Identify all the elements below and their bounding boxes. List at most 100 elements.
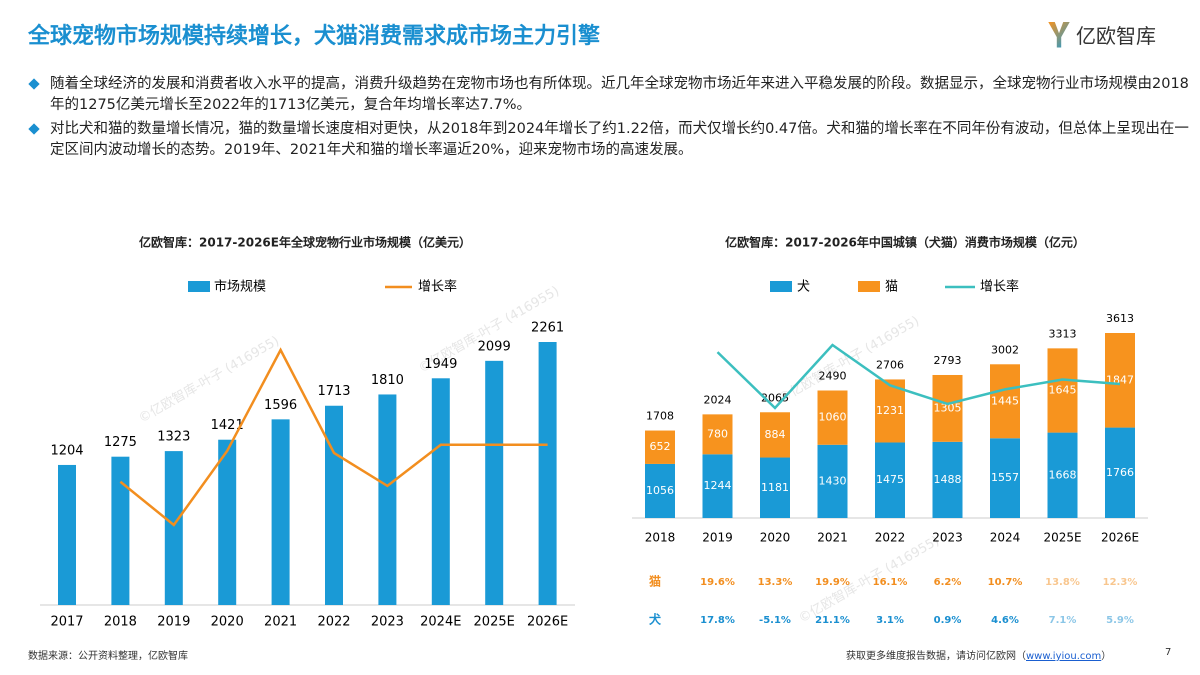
bar-segment — [702, 454, 733, 518]
total-label: 2793 — [934, 354, 962, 367]
bar — [111, 456, 130, 605]
table-cell: 19.6% — [700, 577, 735, 588]
row-label: 犬 — [649, 612, 662, 627]
bar-segment — [817, 390, 848, 445]
value-label: 2099 — [478, 339, 511, 354]
value-label: 1430 — [819, 474, 847, 487]
value-label: 1231 — [876, 404, 904, 417]
table-cell: 5.9% — [1106, 615, 1134, 626]
value-label: 1181 — [761, 481, 789, 494]
value-label: 1949 — [424, 357, 457, 372]
legend-label: 市场规模 — [214, 279, 266, 295]
chart-title: 亿欧智库：2017-2026年中国城镇（犬猫）消费市场规模（亿元） — [725, 235, 1085, 250]
bar-segment — [875, 442, 905, 518]
x-tick-label: 2023 — [932, 531, 963, 545]
value-label: 1766 — [1106, 466, 1134, 479]
table-cell: 0.9% — [934, 615, 962, 626]
bar-segment — [990, 438, 1020, 518]
bar-segment — [702, 414, 733, 455]
more-text: ） — [1101, 651, 1112, 662]
line — [716, 343, 1121, 410]
bar-segment — [990, 364, 1020, 439]
table-cell: 4.6% — [991, 615, 1019, 626]
value-label: 1668 — [1049, 468, 1077, 481]
bar-segment — [760, 412, 790, 458]
value-label: 1645 — [1049, 383, 1077, 396]
x-tick-label: 2019 — [157, 615, 190, 630]
bar — [271, 419, 290, 605]
value-label: 1056 — [646, 484, 674, 497]
table-cell: 21.1% — [815, 615, 850, 626]
table-cell: 13.8% — [1045, 577, 1080, 588]
bar — [378, 394, 397, 605]
legend-label: 增长率 — [980, 279, 1019, 295]
value-label: 1488 — [934, 473, 962, 486]
bar-segment — [645, 430, 675, 464]
more-info: 获取更多维度报告数据，请访问亿欧网（www.iyiou.com） — [846, 647, 1111, 662]
bar-segment — [1047, 348, 1078, 433]
value-label: 1421 — [211, 418, 244, 433]
table-cell: 16.1% — [873, 577, 908, 588]
x-tick-label: 2025E — [474, 615, 515, 630]
table-cell: 7.1% — [1049, 615, 1077, 626]
bar-segment — [1105, 333, 1135, 428]
table-cell: 12.3% — [1103, 577, 1138, 588]
source: 数据来源：公开资料整理，亿欧智库 — [28, 651, 188, 662]
legend-label: 猫 — [885, 280, 898, 295]
page-number: 7 — [1165, 647, 1172, 658]
x-tick-label: 2018 — [645, 531, 676, 545]
x-tick-label: 2024 — [990, 531, 1021, 545]
total-label: 3002 — [991, 343, 1019, 356]
bar-segment — [875, 379, 905, 443]
total-label: 3613 — [1106, 312, 1134, 325]
slide-title: 全球宠物市场规模持续增长，犬猫消费需求成市场主力引擎 — [28, 24, 601, 49]
x-tick-label: 2021 — [264, 615, 297, 630]
x-tick-label: 2024E — [420, 615, 461, 630]
legend-label: 增长率 — [418, 279, 457, 295]
value-label: 1810 — [371, 373, 404, 388]
value-label: 1060 — [819, 411, 847, 424]
value-label: 2261 — [531, 321, 564, 336]
link[interactable]: www.iyiou.com — [1026, 651, 1102, 662]
bar — [325, 405, 343, 605]
total-label: 2490 — [819, 370, 847, 383]
logo-text: 亿欧智库 — [1076, 24, 1156, 48]
value-label: 1596 — [264, 398, 297, 413]
x-tick-label: 2023 — [371, 615, 404, 630]
bar — [485, 360, 504, 605]
value-label: 1445 — [991, 394, 1019, 407]
table-cell: 19.9% — [815, 577, 850, 588]
bar-segment — [645, 463, 675, 518]
total-label: 2024 — [704, 393, 732, 406]
x-tick-label: 2026E — [527, 615, 568, 630]
table-cell: 6.2% — [934, 577, 962, 588]
legend-swatch — [858, 281, 880, 292]
bar — [58, 464, 76, 605]
table-cell: -5.1% — [759, 615, 791, 626]
table-cell: 13.3% — [758, 577, 793, 588]
bar-segment — [1047, 432, 1078, 518]
bar-segment — [1105, 427, 1135, 518]
chart-title: 亿欧智库：2017-2026E年全球宠物行业市场规模（亿美元） — [139, 235, 471, 250]
total-label: 1708 — [646, 410, 674, 423]
value-label: 1475 — [876, 473, 904, 486]
value-label: 652 — [650, 440, 671, 453]
more-text: 获取更多维度报告数据，请访问亿欧网（ — [846, 651, 1026, 662]
x-tick-label: 2025E — [1043, 531, 1081, 545]
value-label: 884 — [765, 428, 786, 441]
x-tick-label: 2017 — [50, 615, 83, 630]
bar-segment — [932, 441, 963, 518]
bar — [164, 451, 183, 605]
legend-swatch — [770, 281, 792, 292]
x-tick-label: 2026E — [1101, 531, 1139, 545]
x-tick-label: 2020 — [760, 531, 791, 545]
bar-segment — [932, 374, 963, 442]
bar — [431, 378, 450, 605]
bullet: 随着全球经济的发展和消费者收入水平的提高，消费升级趋势在宠物市场也有所体现。近几… — [28, 74, 1200, 116]
value-label: 1557 — [991, 471, 1019, 484]
watermark: ©亿欧智库-叶子 (416955) — [136, 333, 282, 427]
line — [119, 347, 548, 527]
table-cell: 17.8% — [700, 615, 735, 626]
